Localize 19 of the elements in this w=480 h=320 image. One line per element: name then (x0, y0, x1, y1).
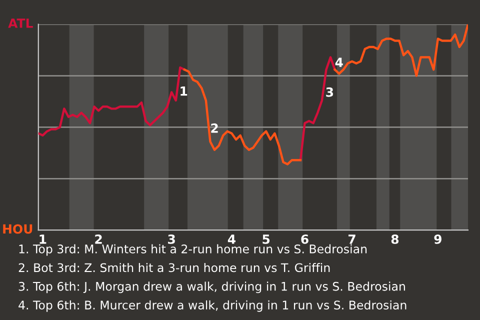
text: 3. Top 6th: J. Morgan drew a walk, driving in 1 run vs S. Bedrosian (18, 282, 405, 294)
annotation: 3 (326, 87, 334, 97)
x-tick-label: 3 (168, 234, 175, 244)
x-tick-label: 1 (40, 234, 46, 244)
text: ATL (8, 18, 33, 28)
text: 1. Top 3rd: M. Winters hit a 2-run home run vs S. Bedrosian (19, 244, 367, 256)
x-tick-label: 6 (301, 234, 308, 244)
text: 2. Bot 3rd: Z. Smith hit a 3-run home run vs T. Griffin (18, 262, 330, 272)
text: 4. Top 6th: B. Murcer drew a walk, driving in 1 run vs S. Bedrosian (18, 300, 406, 312)
annotation: 2 (211, 123, 218, 133)
x-tick-label: 9 (434, 234, 442, 244)
annotation: 1 (180, 86, 188, 96)
x-tick-label: 7 (348, 234, 356, 244)
x-tick-label: 4 (228, 234, 236, 244)
annotation: 4 (335, 58, 343, 67)
text: HOU (3, 224, 32, 234)
x-tick-label: 5 (262, 234, 270, 244)
x-tick-label: 2 (95, 234, 102, 244)
x-tick-label: 8 (391, 234, 399, 244)
